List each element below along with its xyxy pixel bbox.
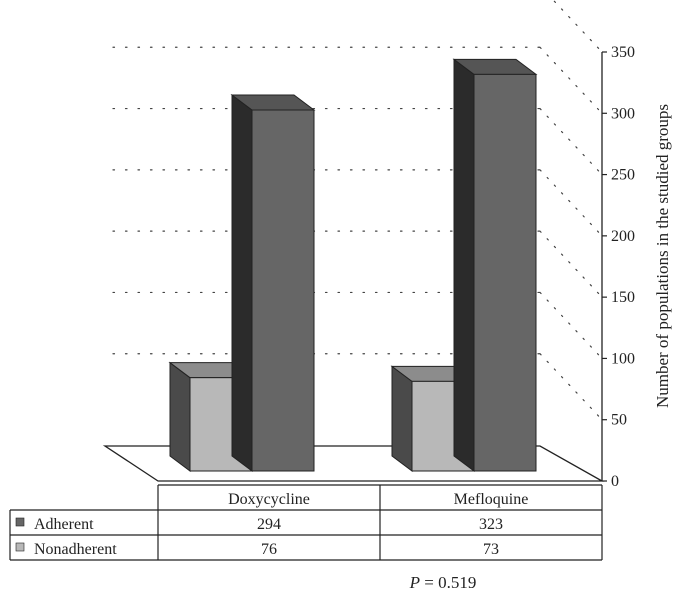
p-value-annotation: P = 0.519 — [409, 573, 477, 592]
data-value-cell: 76 — [261, 541, 277, 558]
y-tick-label: 350 — [611, 44, 635, 61]
bar — [473, 73, 537, 472]
gridline-diagonal — [552, 0, 603, 53]
gridline-diagonal — [539, 46, 603, 114]
data-value-cell: 323 — [479, 516, 503, 533]
p-value-symbol: P — [409, 573, 420, 592]
y-axis-ticks: 0 50 100 150 200 250 300 350 — [601, 44, 635, 490]
y-axis-label: Number of populations in the studied gro… — [653, 104, 672, 408]
y-tick-label: 100 — [611, 350, 635, 367]
data-value-cell: 294 — [257, 516, 281, 533]
legend-swatch — [15, 542, 25, 552]
x-category-label: Doxycycline — [228, 491, 310, 508]
y-tick-label: 250 — [611, 167, 635, 184]
y-tick-label: 200 — [611, 228, 635, 245]
gridline-diagonal — [539, 107, 603, 176]
y-tick-label: 150 — [611, 289, 635, 306]
bar-side-face — [169, 361, 191, 472]
p-value-text: = 0.519 — [420, 573, 476, 592]
bar — [251, 109, 315, 472]
gridline-diagonal — [539, 353, 603, 421]
data-table: Doxycycline Mefloquine Adherent 294 323 Nonad… — [9, 484, 603, 561]
gridline-diagonal — [539, 291, 603, 360]
x-category-label: Mefloquine — [454, 491, 529, 508]
bars — [168, 58, 538, 472]
legend-label: Adherent — [34, 516, 94, 533]
y-tick-label: 0 — [611, 473, 619, 490]
gridline-diagonal — [539, 169, 603, 237]
legend-label: Nonadherent — [34, 541, 117, 558]
bar-side-face — [453, 58, 475, 472]
y-tick-label: 50 — [611, 412, 627, 429]
gridline-diagonal — [539, 230, 603, 298]
y-tick-label: 300 — [611, 105, 635, 122]
bar-side-face — [391, 365, 413, 472]
bar-side-face — [231, 94, 253, 472]
gridlines — [112, 0, 603, 421]
legend-swatch — [15, 517, 25, 527]
data-value-cell: 73 — [483, 541, 499, 558]
